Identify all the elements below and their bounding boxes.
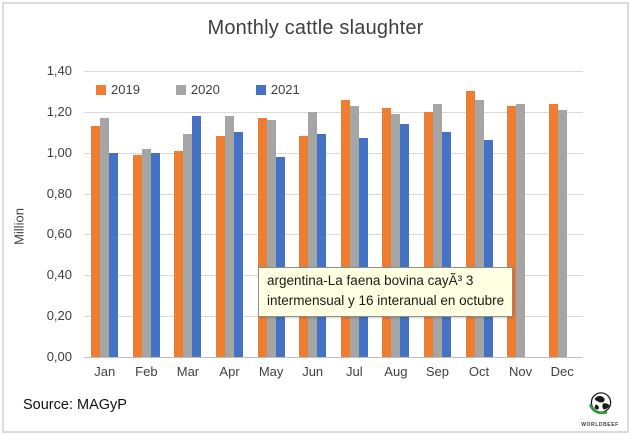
bar-2021-mar[interactable]: [192, 116, 202, 357]
y-tick-label: 1,20: [46, 103, 72, 119]
bar-2020-sep[interactable]: [432, 104, 442, 357]
bar-group-feb: [126, 149, 168, 357]
y-tick-label: 0,00: [46, 349, 72, 364]
x-tick-label-aug: Aug: [384, 364, 408, 379]
tooltip-line-1: argentina-La faena bovina cayÃ³ 3: [267, 273, 474, 288]
legend-swatch-2021: [255, 84, 266, 95]
bar-2021-feb[interactable]: [150, 153, 160, 357]
gridline-1,20: [84, 111, 583, 113]
x-tick-label-oct: Oct: [468, 364, 490, 379]
x-tick-label-feb: Feb: [135, 364, 158, 379]
legend-item-2021[interactable]: 2021: [255, 82, 300, 97]
tooltip-box: argentina-La faena bovina cayÃ³ 3 interm…: [258, 267, 514, 317]
bar-2021-apr[interactable]: [234, 132, 244, 357]
tooltip-line-2: intermensual y 16 interanual en octubre: [267, 293, 505, 309]
bar-2020-jun[interactable]: [308, 112, 318, 357]
bar-group-dec: [541, 104, 583, 357]
worldbeef-logo: WORLDBEEF: [579, 391, 621, 428]
x-tick-label-nov: Nov: [509, 364, 533, 379]
bar-2020-may[interactable]: [266, 120, 276, 357]
x-tick-label-sep: Sep: [425, 364, 450, 379]
x-tick-label-may: May: [258, 364, 284, 379]
bar-2020-nov[interactable]: [516, 104, 526, 357]
bar-group-apr: [209, 116, 251, 357]
bar-2019-dec[interactable]: [548, 104, 558, 357]
bar-2019-feb[interactable]: [132, 155, 142, 357]
y-axis-title: Million: [11, 208, 27, 245]
y-tick-label: 0,40: [46, 267, 72, 283]
bar-2020-jul[interactable]: [349, 106, 359, 357]
gridline-0,00: [84, 357, 583, 358]
bar-group-aug: [375, 108, 417, 357]
bar-2019-oct[interactable]: [465, 91, 475, 357]
legend: 2019 2020 2021: [96, 82, 300, 97]
bar-2021-may[interactable]: [275, 157, 285, 357]
gridline-1,40: [84, 71, 583, 72]
chart-title: Monthly cattle slaughter: [207, 17, 424, 39]
y-tick-label: 1,00: [46, 144, 72, 160]
gridline-0,20: [84, 316, 583, 318]
gridline-0,80: [84, 193, 583, 195]
bar-2020-aug[interactable]: [391, 114, 401, 357]
bar-2020-mar[interactable]: [183, 134, 193, 357]
bar-group-may: [250, 118, 292, 357]
x-tick-label-jan: Jan: [94, 364, 116, 379]
y-tick-label: 0,20: [46, 308, 72, 324]
bar-group-nov: [500, 104, 542, 357]
legend-label-2019: 2019: [111, 82, 140, 97]
bar-2021-jan[interactable]: [109, 153, 119, 357]
bar-group-jul: [334, 100, 376, 357]
bar-2019-jan[interactable]: [91, 126, 101, 357]
bar-group-mar: [167, 116, 209, 357]
globe-icon: [587, 392, 614, 421]
gridline-0,60: [84, 234, 583, 236]
legend-item-2019[interactable]: 2019: [96, 82, 140, 97]
bar-2020-oct[interactable]: [474, 100, 484, 357]
y-tick-label: 0,80: [46, 185, 72, 201]
bar-2021-oct[interactable]: [483, 140, 493, 357]
y-tick-label: 0,60: [46, 226, 72, 242]
x-tick-label-jul: Jul: [345, 364, 363, 379]
bar-group-jan: [84, 118, 126, 357]
x-tick-label-jun: Jun: [302, 364, 324, 379]
bar-2019-jun[interactable]: [299, 136, 309, 357]
bar-2021-sep[interactable]: [441, 132, 451, 357]
x-tick-label-dec: Dec: [550, 364, 574, 379]
bar-2019-apr[interactable]: [216, 136, 226, 357]
bar-2020-jan[interactable]: [100, 118, 110, 357]
bar-2020-apr[interactable]: [225, 116, 235, 357]
logo-text: WORLDBEEF: [581, 422, 619, 428]
y-tick-label: 1,40: [46, 63, 72, 78]
bar-2019-nov[interactable]: [507, 106, 517, 357]
x-tick-label-mar: Mar: [176, 364, 200, 379]
legend-swatch-2019: [96, 84, 106, 95]
legend-swatch-2020: [175, 84, 186, 95]
legend-label-2020: 2020: [190, 82, 220, 97]
x-tick-label-apr: Apr: [219, 364, 240, 379]
gridline-1,00: [84, 152, 583, 154]
bar-group-sep: [417, 104, 459, 357]
bar-2021-aug[interactable]: [400, 124, 410, 357]
bar-2019-aug[interactable]: [382, 108, 392, 357]
source-note: Source: MAGyP: [23, 397, 127, 413]
bar-2019-sep[interactable]: [423, 112, 433, 357]
bar-2019-may[interactable]: [257, 118, 267, 357]
legend-label-2021: 2021: [270, 82, 300, 97]
bar-2021-jun[interactable]: [317, 134, 327, 357]
bar-2020-feb[interactable]: [141, 149, 151, 357]
bar-group-jun: [292, 112, 334, 357]
bar-2021-jul[interactable]: [358, 138, 368, 357]
bar-2019-jul[interactable]: [340, 100, 350, 357]
bar-2020-dec[interactable]: [557, 110, 567, 357]
bar-2019-mar[interactable]: [174, 151, 184, 357]
legend-item-2020[interactable]: 2020: [175, 82, 220, 97]
bar-group-oct: [458, 91, 500, 357]
